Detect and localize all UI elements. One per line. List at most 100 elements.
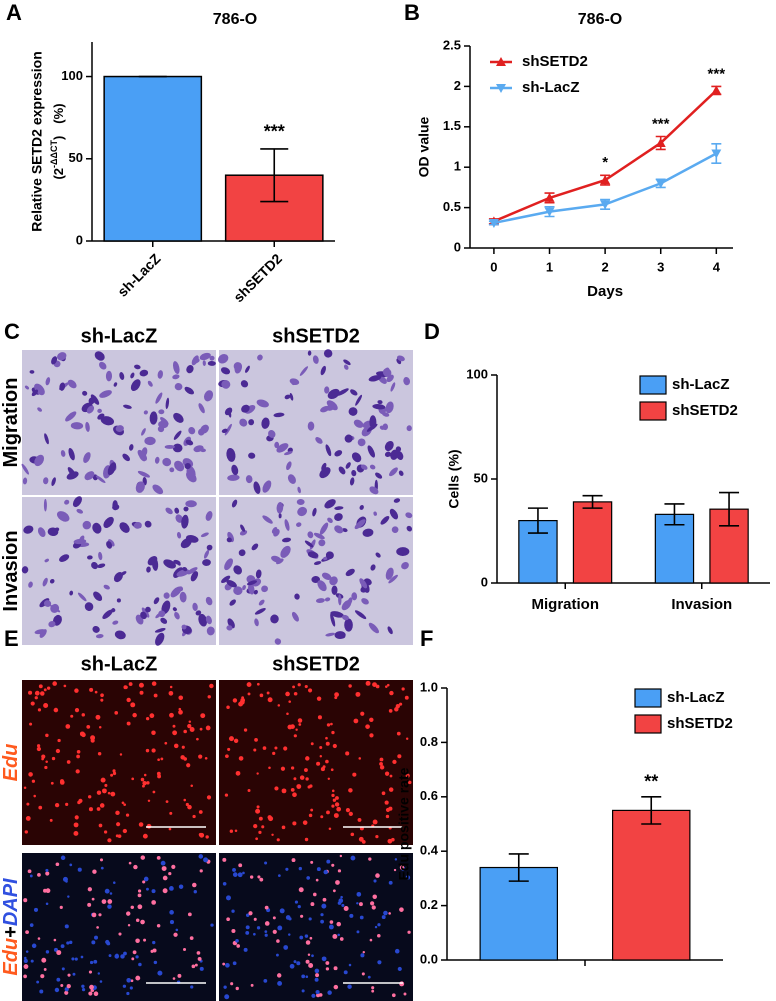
cell — [325, 741, 330, 746]
cell — [139, 690, 144, 695]
cell — [328, 827, 332, 830]
cell — [54, 987, 60, 993]
cell — [330, 722, 333, 726]
error-bar — [260, 148, 289, 203]
cell — [316, 761, 321, 766]
cell — [74, 957, 78, 961]
cell — [291, 611, 299, 622]
cell — [393, 498, 401, 503]
cell — [193, 890, 197, 894]
cell — [387, 838, 393, 844]
row-label-part: Edu — [0, 938, 22, 976]
cell — [130, 702, 136, 708]
cell — [209, 355, 215, 361]
cell — [357, 438, 366, 447]
cell — [226, 625, 233, 631]
cell — [326, 859, 331, 864]
error-bar — [641, 796, 662, 825]
x-tick-label: Invasion — [671, 596, 732, 613]
cell — [81, 732, 86, 738]
cell — [362, 950, 365, 954]
cell — [305, 975, 309, 979]
cell — [320, 815, 324, 819]
cell — [406, 425, 412, 432]
cell — [202, 559, 211, 566]
cell — [89, 984, 94, 990]
cell — [126, 977, 132, 983]
cell — [375, 552, 381, 558]
cell — [355, 691, 361, 697]
cell — [190, 784, 194, 788]
cell — [224, 994, 230, 1000]
cell — [220, 367, 231, 375]
cell — [238, 549, 246, 557]
cell — [401, 687, 405, 691]
cell — [259, 877, 264, 882]
cell — [39, 989, 44, 994]
cell — [333, 984, 339, 990]
cell — [330, 613, 336, 627]
cell — [288, 700, 291, 703]
cell — [225, 754, 229, 759]
micrograph — [22, 350, 216, 495]
cell — [34, 696, 38, 700]
bar — [103, 75, 203, 242]
cell — [344, 618, 353, 632]
cell — [295, 728, 298, 731]
cell — [155, 632, 165, 646]
cell — [41, 757, 44, 761]
cell — [375, 835, 379, 839]
cell — [351, 470, 357, 477]
point — [711, 149, 722, 159]
cell — [161, 866, 167, 872]
cell — [144, 520, 152, 528]
cell — [382, 368, 392, 377]
cell — [331, 585, 338, 595]
cell — [69, 590, 74, 596]
cell — [173, 430, 182, 440]
cell — [228, 736, 234, 742]
cell — [332, 743, 337, 749]
cell — [188, 720, 192, 723]
cell — [366, 423, 378, 432]
cell — [119, 753, 123, 756]
cell — [341, 600, 352, 611]
cell — [84, 471, 95, 481]
bar — [479, 866, 558, 961]
cell — [198, 754, 203, 759]
cell — [286, 461, 292, 471]
cell — [73, 538, 87, 545]
cell — [74, 688, 79, 693]
cell — [198, 403, 205, 414]
cell — [281, 825, 286, 830]
cell — [186, 465, 196, 480]
cell — [343, 970, 348, 975]
cell — [86, 725, 91, 729]
point — [600, 200, 611, 210]
cell — [374, 925, 378, 929]
cell — [190, 985, 194, 989]
cell — [185, 802, 189, 807]
cell — [206, 544, 213, 551]
cell — [151, 900, 156, 905]
cell — [256, 772, 259, 775]
cell — [43, 702, 49, 708]
cell — [25, 950, 29, 953]
cell — [37, 872, 41, 877]
cell — [316, 696, 322, 701]
cell — [308, 917, 312, 921]
cell — [405, 773, 410, 778]
cell — [226, 705, 230, 710]
cell — [128, 861, 132, 865]
cell — [348, 811, 353, 817]
cell — [67, 973, 71, 977]
cell — [73, 822, 79, 828]
panel-letter: A — [6, 0, 22, 25]
cell — [388, 574, 398, 584]
cell — [157, 970, 163, 976]
cell — [383, 910, 388, 916]
y-tick-label: 100 — [466, 366, 488, 381]
cell — [371, 905, 376, 910]
cell — [27, 869, 32, 874]
cell — [320, 913, 324, 917]
